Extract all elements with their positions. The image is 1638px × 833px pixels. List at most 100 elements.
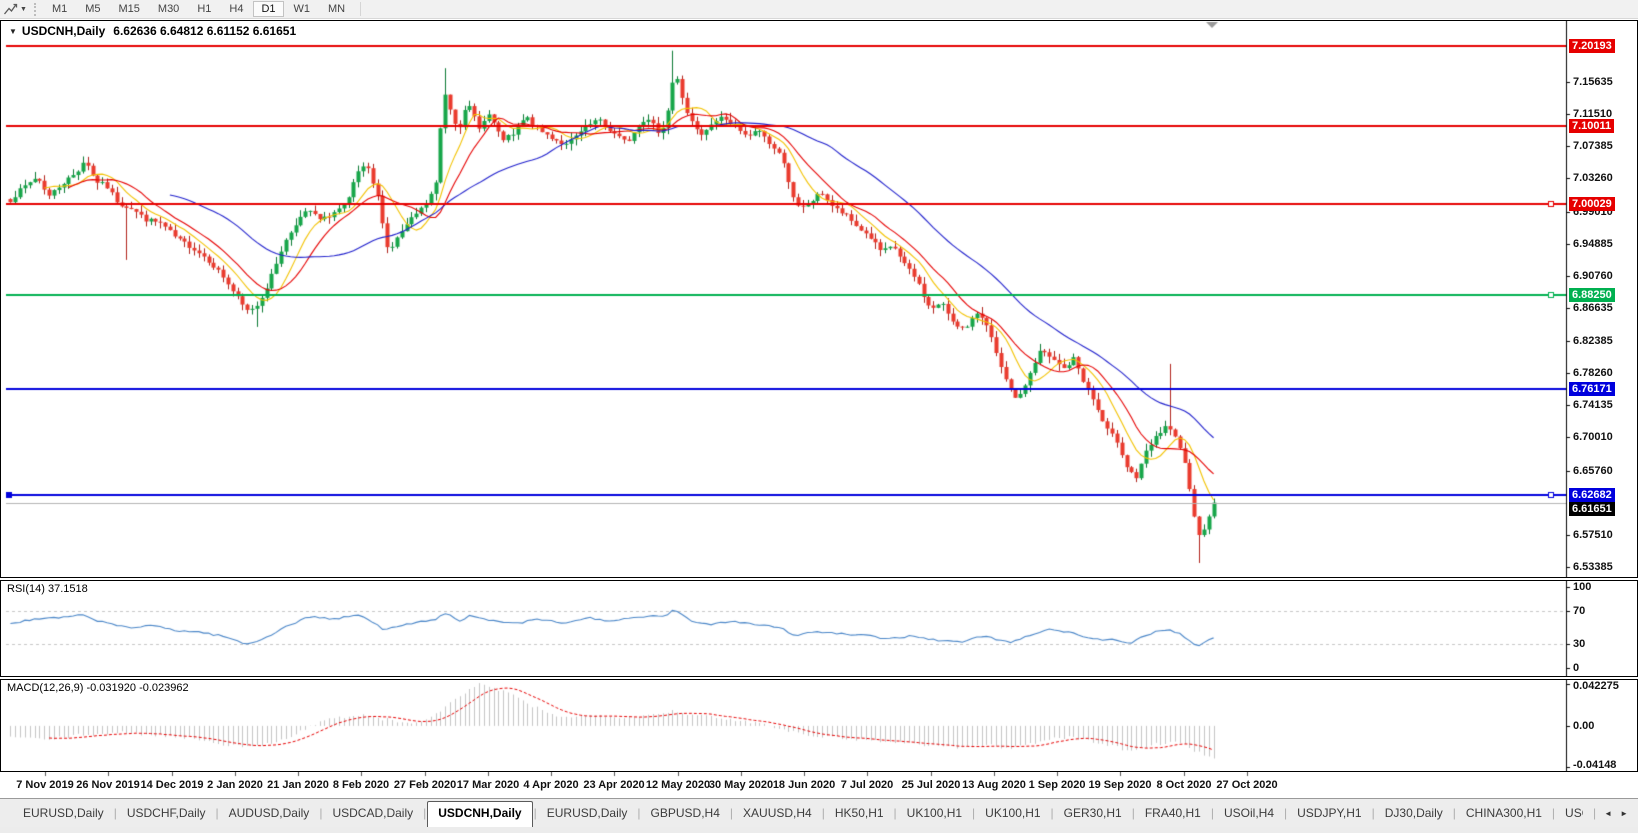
macd-canvas[interactable] xyxy=(1,680,1637,771)
tab-usdcnh-daily[interactable]: USDCNH,Daily xyxy=(427,800,533,827)
date-label-11: 30 May 2020 xyxy=(708,779,774,791)
timeframe-w1[interactable]: W1 xyxy=(293,2,311,15)
ohlc-values: 6.62636 6.64812 6.61152 6.61651 xyxy=(113,24,297,38)
tab-divider: | xyxy=(1050,806,1054,820)
date-label-7: 17 Mar 2020 xyxy=(456,779,520,791)
tab-divider: | xyxy=(1371,806,1375,820)
price-tick-6.53385: 6.53385 xyxy=(1573,561,1613,573)
macd-pane: MACD(12,26,9) -0.031920 -0.023962 0.0422… xyxy=(0,679,1638,772)
date-label-14: 25 Jul 2020 xyxy=(901,779,961,791)
tab-usoil-h1[interactable]: USOil,H1 xyxy=(1565,805,1583,820)
macd-label: MACD(12,26,9) -0.031920 -0.023962 xyxy=(7,682,189,694)
price-tick-7.03260: 7.03260 xyxy=(1573,172,1613,184)
line-price-label-7.10011: 7.10011 xyxy=(1569,119,1615,133)
date-label-2: 14 Dec 2019 xyxy=(140,779,204,791)
date-label-3: 2 Jan 2020 xyxy=(207,779,263,791)
line-price-label-7.20193: 7.20193 xyxy=(1569,39,1615,53)
chart-title: ▼ USDCNH,Daily 6.62636 6.64812 6.61152 6.6… xyxy=(9,24,296,38)
tab-divider: | xyxy=(972,806,976,820)
line-price-label-6.62682: 6.62682 xyxy=(1569,488,1615,502)
line-price-label-6.76171: 6.76171 xyxy=(1569,382,1615,396)
tab-divider: | xyxy=(319,806,323,820)
date-label-12: 18 Jun 2020 xyxy=(772,779,836,791)
tab-dj30-daily[interactable]: DJ30,Daily xyxy=(1384,805,1443,820)
date-label-9: 23 Apr 2020 xyxy=(583,779,645,791)
timeframe-m1[interactable]: M1 xyxy=(51,2,68,15)
line-price-label-7.00029: 7.00029 xyxy=(1569,197,1615,211)
date-label-13: 7 Jul 2020 xyxy=(840,779,894,791)
tab-usdjpy-h1[interactable]: USDJPY,H1 xyxy=(1297,805,1362,820)
price-tick-6.78260: 6.78260 xyxy=(1573,367,1613,379)
tab-ger30-h1[interactable]: GER30,H1 xyxy=(1063,805,1122,820)
timeframe-m5[interactable]: M5 xyxy=(85,2,101,15)
tab-uk100-h1[interactable]: UK100,H1 xyxy=(985,805,1041,820)
tab-eurusd-daily[interactable]: EURUSD,Daily xyxy=(23,805,104,820)
timeframe-h4[interactable]: H4 xyxy=(229,2,244,15)
rsi-canvas[interactable] xyxy=(1,581,1637,676)
tab-divider: | xyxy=(533,806,537,820)
tab-usdchf-daily[interactable]: USDCHF,Daily xyxy=(126,805,206,820)
tab-divider: | xyxy=(1284,806,1288,820)
status-strip xyxy=(0,827,1638,833)
tab-xauusd-h4[interactable]: XAUUSD,H4 xyxy=(743,805,812,820)
tab-divider: | xyxy=(215,806,219,820)
timeframe-h1[interactable]: H1 xyxy=(197,2,212,15)
date-label-17: 19 Sep 2020 xyxy=(1088,779,1152,791)
timeframe-m15[interactable]: M15 xyxy=(118,2,140,15)
timeframe-m30[interactable]: M30 xyxy=(157,2,180,15)
price-tick-6.74135: 6.74135 xyxy=(1573,399,1613,411)
price-tick-6.82385: 6.82385 xyxy=(1573,335,1613,347)
tab-divider: | xyxy=(1131,806,1135,820)
main-chart-canvas[interactable] xyxy=(1,21,1637,577)
price-tick-6.70010: 6.70010 xyxy=(1573,431,1613,443)
tab-divider: | xyxy=(1452,806,1456,820)
price-tick-6.94885: 6.94885 xyxy=(1573,238,1613,250)
tab-eurusd-daily[interactable]: EURUSD,Daily xyxy=(546,805,628,820)
symbol-dropdown-icon[interactable]: ▼ xyxy=(9,27,17,36)
tab-uk100-h1[interactable]: UK100,H1 xyxy=(906,805,963,820)
toolbar-grip[interactable] xyxy=(33,2,36,16)
toolbar-dropdown-icon[interactable]: ▼ xyxy=(20,5,27,13)
macd-tick-0.00: 0.00 xyxy=(1573,720,1595,732)
line-price-label-6.88250: 6.88250 xyxy=(1569,288,1615,302)
chart-tab-bar: EURUSD,Daily | USDCHF,Daily | AUDUSD,Daily | U… xyxy=(0,798,1638,827)
rsi-pane: RSI(14) 37.1518 100 70 30 0 xyxy=(0,580,1638,677)
tab-divider: | xyxy=(1551,806,1556,820)
tab-scroll-right-icon[interactable]: ► xyxy=(1620,808,1628,818)
tab-audusd-daily[interactable]: AUDUSD,Daily xyxy=(228,805,310,820)
tab-china300-h1[interactable]: CHINA300,H1 xyxy=(1465,805,1542,820)
timeframe-group: M1 M5 M15 M30 H1 H4 D1 W1 MN xyxy=(43,0,354,17)
tab-fra40-h1[interactable]: FRA40,H1 xyxy=(1144,805,1201,820)
tab-scroll-left-icon[interactable]: ◄ xyxy=(1604,808,1613,818)
tab-usdcad-daily[interactable]: USDCAD,Daily xyxy=(332,805,414,820)
rsi-tick-100: 100 xyxy=(1573,581,1592,593)
toolbar-separator xyxy=(360,2,362,16)
tab-arrows-divider: | xyxy=(1593,806,1597,820)
rsi-tick-30: 30 xyxy=(1573,638,1586,650)
tab-divider: | xyxy=(893,806,897,820)
rsi-tick-0: 0 xyxy=(1573,662,1580,674)
tab-gbpusd-h4[interactable]: GBPUSD,H4 xyxy=(650,805,720,820)
price-tick-6.86635: 6.86635 xyxy=(1573,302,1613,314)
price-tick-6.90760: 6.90760 xyxy=(1573,270,1613,282)
time-axis[interactable]: 7 Nov 2019 26 Nov 2019 14 Dec 2019 2 Jan 20… xyxy=(0,772,1638,798)
price-tick-7.11510: 7.11510 xyxy=(1573,108,1613,120)
timeframe-mn[interactable]: MN xyxy=(328,2,346,15)
timeframe-d1[interactable]: D1 xyxy=(253,0,284,17)
price-tick-6.65760: 6.65760 xyxy=(1573,465,1613,477)
date-label-18: 8 Oct 2020 xyxy=(1156,779,1212,791)
date-label-6: 27 Feb 2020 xyxy=(393,779,457,791)
current-price-label: 6.61651 xyxy=(1569,502,1615,516)
date-label-4: 21 Jan 2020 xyxy=(267,779,329,791)
top-toolbar: ▼ M1 M5 M15 M30 H1 H4 D1 W1 MN xyxy=(0,0,1638,19)
tab-divider: | xyxy=(113,806,117,820)
time-axis-ticks xyxy=(0,772,1638,798)
macd-tick-0.042275: 0.042275 xyxy=(1573,680,1619,692)
date-label-1: 26 Nov 2019 xyxy=(76,779,140,791)
date-label-19: 27 Oct 2020 xyxy=(1216,779,1278,791)
tab-usoil-h4[interactable]: USOil,H4 xyxy=(1223,805,1274,820)
tab-hk50-h1[interactable]: HK50,H1 xyxy=(834,805,884,820)
cursor-tool-icon[interactable] xyxy=(3,3,18,16)
macd-tick--0.04148: -0.04148 xyxy=(1573,759,1617,771)
symbol-name: USDCNH,Daily xyxy=(21,24,106,38)
